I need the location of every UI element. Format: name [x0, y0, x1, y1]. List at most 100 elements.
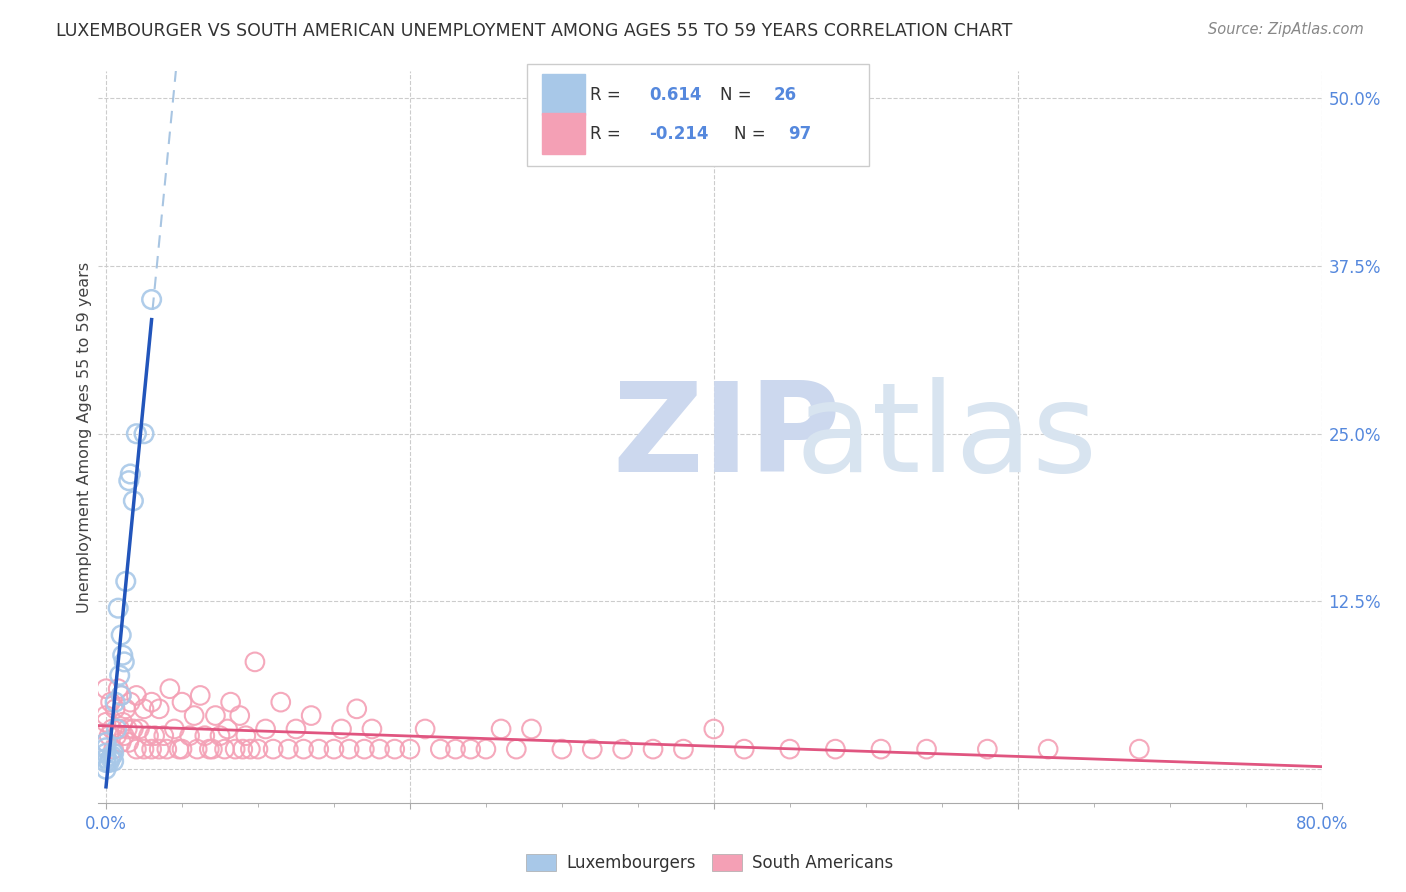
Text: N =: N = [734, 125, 772, 143]
Point [132, 742, 155, 756]
Point [824, 742, 846, 756]
Point [1128, 742, 1150, 756]
Point [870, 742, 893, 756]
Point [292, 742, 315, 756]
Text: 26: 26 [773, 86, 797, 103]
Text: 97: 97 [789, 125, 811, 143]
Point [179, 729, 201, 743]
Point [399, 742, 422, 756]
Point [94, 735, 117, 749]
Point [103, 746, 125, 760]
Point [170, 695, 193, 709]
Point [330, 722, 353, 736]
Point [672, 742, 695, 756]
Point [132, 426, 155, 441]
Point [128, 722, 150, 736]
Point [100, 751, 122, 765]
Point [232, 742, 254, 756]
Point [235, 729, 257, 743]
Point [262, 742, 284, 756]
Point [118, 474, 141, 488]
Point [141, 695, 163, 709]
Point [612, 742, 634, 756]
Point [277, 742, 299, 756]
FancyBboxPatch shape [543, 74, 585, 115]
Point [104, 702, 127, 716]
Text: N =: N = [720, 86, 756, 103]
Point [120, 467, 142, 481]
Point [976, 742, 998, 756]
Point [204, 708, 226, 723]
Point [308, 742, 330, 756]
Point [120, 695, 142, 709]
Point [111, 715, 134, 730]
Point [188, 689, 211, 703]
Point [219, 695, 242, 709]
Point [122, 722, 145, 736]
Point [114, 574, 136, 589]
Point [224, 742, 246, 756]
Point [112, 655, 135, 669]
Point [105, 729, 128, 743]
Point [460, 742, 482, 756]
Point [94, 762, 117, 776]
Point [101, 722, 124, 736]
Legend: Luxembourgers, South Americans: Luxembourgers, South Americans [520, 847, 900, 879]
Point [94, 756, 117, 770]
Point [208, 729, 231, 743]
Point [581, 742, 603, 756]
Point [141, 293, 163, 307]
Point [108, 668, 131, 682]
Text: R =: R = [591, 86, 626, 103]
Point [94, 708, 117, 723]
Point [101, 748, 124, 763]
Point [104, 695, 127, 709]
Point [641, 742, 664, 756]
Point [110, 735, 132, 749]
Point [520, 722, 543, 736]
Point [148, 742, 170, 756]
Point [98, 756, 121, 770]
Point [201, 742, 224, 756]
Point [246, 742, 269, 756]
Point [132, 702, 155, 716]
Point [444, 742, 467, 756]
Point [368, 742, 391, 756]
Point [1036, 742, 1059, 756]
Point [194, 729, 217, 743]
Text: atlas: atlas [796, 376, 1098, 498]
Point [110, 689, 132, 703]
Point [156, 742, 179, 756]
Point [733, 742, 755, 756]
Point [103, 742, 125, 756]
Point [163, 722, 186, 736]
Point [214, 742, 236, 756]
Point [475, 742, 498, 756]
Point [239, 742, 262, 756]
Point [94, 735, 117, 749]
Point [323, 742, 346, 756]
Point [110, 628, 132, 642]
Point [413, 722, 436, 736]
Point [384, 742, 406, 756]
Point [429, 742, 451, 756]
Point [337, 742, 360, 756]
Point [217, 722, 239, 736]
Point [183, 708, 205, 723]
Point [299, 708, 322, 723]
Point [346, 702, 368, 716]
Point [152, 729, 174, 743]
Point [779, 742, 801, 756]
Point [229, 708, 252, 723]
Point [100, 695, 122, 709]
Text: -0.214: -0.214 [648, 125, 709, 143]
Point [118, 735, 141, 749]
Text: LUXEMBOURGER VS SOUTH AMERICAN UNEMPLOYMENT AMONG AGES 55 TO 59 YEARS CORRELATIO: LUXEMBOURGER VS SOUTH AMERICAN UNEMPLOYM… [56, 22, 1012, 40]
Point [505, 742, 527, 756]
Point [703, 722, 725, 736]
Point [167, 742, 190, 756]
Point [915, 742, 938, 756]
Point [361, 722, 384, 736]
Point [148, 702, 170, 716]
Point [112, 729, 135, 743]
